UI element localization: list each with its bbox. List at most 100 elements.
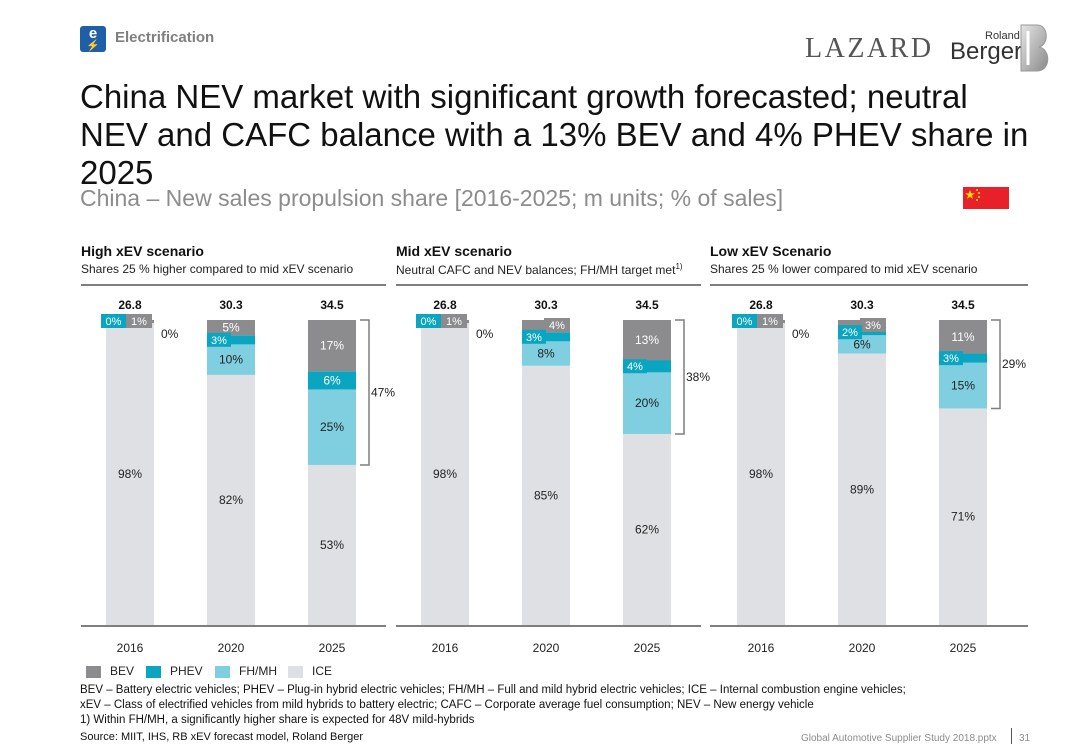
x-tick-p2-2020: 2020	[849, 641, 876, 655]
x-tick-p1-2025: 2025	[634, 641, 661, 655]
tab-bev-p2-2020	[860, 318, 886, 332]
bar-fhmh-p2-2020	[838, 335, 886, 354]
bar-fhmh-p1-2025	[623, 372, 671, 434]
total-label-p1-2020: 30.3	[534, 298, 558, 312]
tab-bev-p1-2020	[544, 318, 570, 332]
bar-ice-p1-2025	[623, 433, 671, 625]
section-icon-letter: e	[88, 25, 98, 42]
label-ice-p0-2016: 98%	[118, 467, 142, 481]
label-phev-p0-2025: 6%	[323, 373, 341, 387]
plug-icon: ⚡	[86, 40, 100, 52]
label-ice-p1-2016: 98%	[433, 467, 457, 481]
x-tick-p1-2020: 2020	[533, 641, 560, 655]
bar-ice-p2-2025	[939, 408, 987, 625]
label-fhmh-p1-2016: 0%	[476, 327, 494, 341]
legend-swatch-ice	[288, 666, 303, 678]
legend-label-bev: BEV	[110, 664, 135, 678]
label-fhmh-p2-2025: 15%	[951, 379, 975, 393]
label-bev-p1-2025: 13%	[635, 333, 659, 347]
bar-ice-p2-2020	[838, 353, 886, 625]
bar-ice-p0-2016	[106, 323, 154, 625]
legend-label-phev: PHEV	[170, 664, 203, 678]
label-bev-p0-2016: 1%	[131, 316, 147, 328]
footnote-line-3: 1) Within FH/MH, a significantly higher …	[80, 714, 475, 726]
tab-phev-p1	[416, 314, 441, 328]
scenario-high-subtitle-text: Shares 25 % higher compared to mid xEV s…	[81, 262, 354, 276]
tab-phev-p0	[101, 314, 126, 328]
legend-label-fhmh: FH/MH	[239, 664, 277, 678]
x-tick-p2-2016: 2016	[748, 641, 775, 655]
label-ice-p1-2020: 85%	[534, 488, 558, 502]
total-label-p2-2016: 26.8	[749, 298, 773, 312]
legend-swatch-phev	[146, 666, 161, 678]
footnote-line-2: xEV – Class of electrified vehicles from…	[80, 699, 814, 711]
scenario-mid-title: Mid xEV scenario	[396, 243, 512, 259]
label-bev-p2-2016: 1%	[762, 316, 778, 328]
label-ice-p2-2016: 98%	[749, 467, 773, 481]
roland-berger-logo-berger: Berger	[950, 38, 1023, 65]
bar-phev-p0-2025	[308, 371, 356, 390]
label-bev-p2-2025: 11%	[951, 330, 974, 344]
scenario-mid-subtitle-text: Neutral CAFC and NEV balances; FH/MH tar…	[396, 263, 676, 277]
scenario-low-subtitle-text: Shares 25 % lower compared to mid xEV sc…	[710, 262, 978, 276]
xev-share-label-p1: 38%	[686, 370, 710, 384]
scenario-mid-rule	[396, 284, 701, 286]
footer-separator	[1011, 728, 1012, 744]
label-phev-p2-2016: 0%	[737, 316, 753, 328]
xev-bracket-p0	[360, 319, 370, 466]
scenario-low-baseline	[710, 625, 1028, 627]
label-fhmh-p1-2020: 8%	[537, 347, 555, 361]
page-number: 31	[1019, 733, 1031, 744]
label-phev-p1-2016: 0%	[421, 316, 437, 328]
xev-share-label-p2: 29%	[1002, 357, 1026, 371]
tab-phev-p2-2020	[838, 325, 862, 340]
scenario-mid-subtitle: Neutral CAFC and NEV balances; FH/MH tar…	[396, 262, 683, 277]
x-tick-p0-2016: 2016	[117, 641, 144, 655]
legend-label-ice: ICE	[312, 664, 333, 678]
label-bev-p1-2020: 4%	[549, 320, 565, 332]
bar-bev-p1-2025	[623, 320, 671, 361]
label-ice-p0-2025: 53%	[320, 538, 344, 552]
page-subtitle: China – New sales propulsion share [2016…	[80, 185, 784, 211]
label-bev-p0-2025: 17%	[320, 339, 344, 353]
label-bev-p0-2020: 5%	[222, 321, 240, 335]
footer-file-name: Global Automotive Supplier Study 2018.pp…	[801, 733, 997, 744]
bar-fhmh-p0-2020	[207, 344, 255, 375]
bar-ice-p1-2020	[522, 365, 570, 625]
scenario-low-subtitle: Shares 25 % lower compared to mid xEV sc…	[710, 262, 977, 276]
total-label-p1-2025: 34.5	[635, 298, 659, 312]
bar-ice-p0-2025	[308, 464, 356, 625]
tab-bev-p2	[757, 314, 783, 328]
label-fhmh-p0-2025: 25%	[320, 420, 344, 434]
tab-bev-p1	[441, 314, 467, 328]
bar-bev-p0-2025	[308, 320, 356, 372]
x-tick-p0-2020: 2020	[218, 641, 245, 655]
footnote-marker: 1)	[675, 262, 683, 271]
scenario-high-title: High xEV scenario	[81, 243, 204, 259]
label-ice-p2-2020: 89%	[850, 482, 874, 496]
tab-phev-p2-2025	[939, 351, 963, 366]
total-label-p0-2025: 34.5	[320, 298, 344, 312]
roland-berger-b-icon	[1020, 24, 1049, 72]
label-bev-p1-2016: 1%	[446, 316, 462, 328]
label-phev-p2-2025: 3%	[943, 353, 959, 365]
xev-share-label-p0: 47%	[371, 385, 395, 399]
legend-swatch-fhmh	[215, 666, 230, 678]
xev-bracket-p2	[991, 319, 1001, 410]
scenario-low-rule	[710, 284, 1028, 286]
legend-swatch-bev	[86, 666, 101, 678]
bar-fhmh-p1-2020	[522, 341, 570, 366]
label-fhmh-p2-2016: 0%	[792, 327, 810, 341]
scenario-high-subtitle: Shares 25 % higher compared to mid xEV s…	[81, 262, 353, 276]
section-label: Electrification	[115, 29, 215, 46]
label-phev-p0-2020: 3%	[211, 335, 227, 347]
bar-bev-p2-2025	[939, 320, 987, 354]
source-note: Source: MIIT, IHS, RB xEV forecast model…	[80, 731, 364, 743]
label-phev-p0-2016: 0%	[106, 316, 122, 328]
total-label-p0-2016: 26.8	[118, 298, 142, 312]
total-label-p0-2020: 30.3	[219, 298, 243, 312]
x-tick-p0-2025: 2025	[319, 641, 346, 655]
tab-phev-p2	[732, 314, 757, 328]
label-fhmh-p0-2016: 0%	[161, 327, 179, 341]
